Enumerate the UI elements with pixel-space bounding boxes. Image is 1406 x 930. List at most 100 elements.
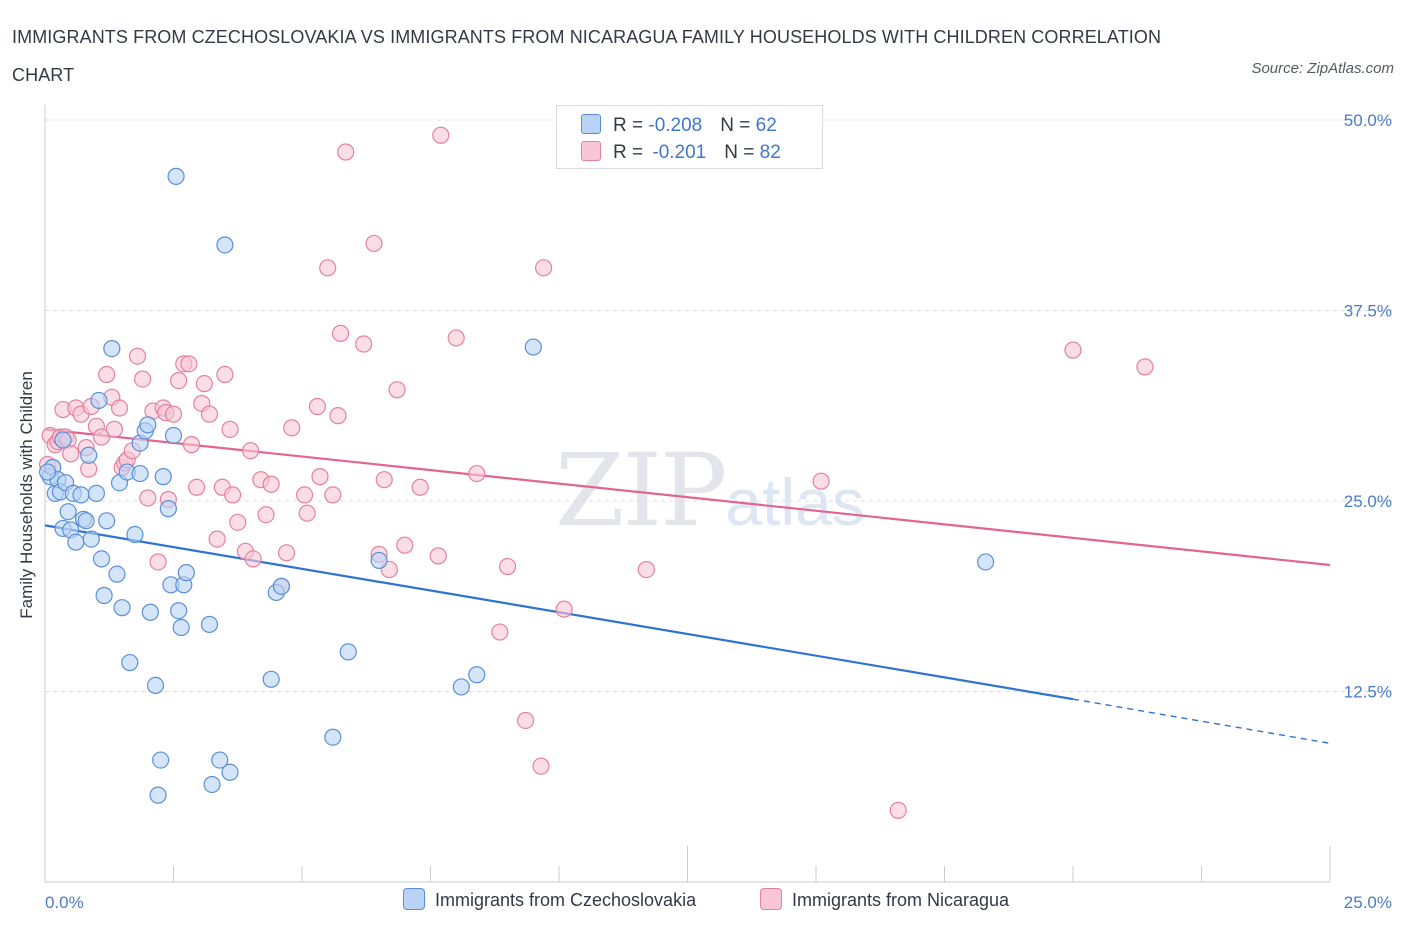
point-nicaragua [180,355,198,373]
point-nicaragua [411,478,429,496]
chart-title: IMMIGRANTS FROM CZECHOSLOVAKIA VS IMMIGR… [12,27,1162,85]
point-nicaragua [62,445,80,463]
r-label: R = [613,115,649,136]
point-czechoslovakia [211,751,229,769]
point-nicaragua [134,370,152,388]
legend-item-nicaragua[interactable]: Immigrants from Nicaragua [760,888,1009,911]
legend-label-nicaragua: Immigrants from Nicaragua [792,890,1010,910]
point-nicaragua [298,504,316,522]
point-czechoslovakia [103,340,121,358]
point-nicaragua [149,553,167,571]
point-czechoslovakia [468,666,486,684]
x-tick-label: 0.0% [45,893,84,912]
point-czechoslovakia [272,577,291,595]
point-nicaragua [889,801,907,819]
point-czechoslovakia [139,416,157,434]
legend-swatch-czechoslovakia [403,888,425,910]
point-nicaragua [432,126,450,144]
point-czechoslovakia [262,670,280,688]
series-legend: Immigrants from Czechoslovakia Immigrant… [0,888,1406,916]
stats-legend: R = -0.208 N = 62 R = -0.201 N = 82 [556,105,823,169]
point-nicaragua [110,399,129,417]
source-label: Source: ZipAtlas.com [1251,60,1394,77]
point-czechoslovakia [90,391,108,410]
legend-item-czechoslovakia[interactable]: Immigrants from Czechoslovakia [403,888,696,911]
point-nicaragua [491,623,509,641]
legend-swatch-nicaragua [760,888,782,910]
point-czechoslovakia [59,503,77,521]
trend-line-czechoslovakia-extension [1072,698,1331,745]
point-nicaragua [139,489,157,507]
point-nicaragua [262,475,280,493]
point-nicaragua [244,550,262,568]
point-nicaragua [532,757,550,775]
point-nicaragua [295,486,314,504]
point-czechoslovakia [92,550,111,568]
point-czechoslovakia [200,615,219,634]
point-czechoslovakia [82,530,100,548]
point-nicaragua [375,471,393,489]
stats-row-nicaragua: R = -0.201 N = 82 [581,141,781,167]
swatch-czechoslovakia [581,114,601,134]
axes [44,105,1331,883]
watermark-atlas: atlas [725,465,865,539]
point-nicaragua [308,397,327,416]
point-nicaragua [242,442,260,460]
point-nicaragua [1064,341,1082,359]
points-czechoslovakia [38,167,995,804]
point-czechoslovakia [172,618,190,637]
point-nicaragua [170,372,188,390]
point-nicaragua [277,544,296,562]
legend-label-czechoslovakia: Immigrants from Czechoslovakia [435,890,697,910]
point-czechoslovakia [159,500,177,518]
x-tick-label: 25.0% [1344,893,1392,912]
point-nicaragua [200,405,219,423]
point-nicaragua [182,436,201,454]
point-czechoslovakia [67,533,85,551]
point-czechoslovakia [141,603,159,621]
stats-row-czechoslovakia: R = -0.208 N = 62 [581,114,777,140]
point-czechoslovakia [121,653,139,672]
point-czechoslovakia [221,763,239,781]
point-nicaragua [224,486,242,504]
point-nicaragua [1136,358,1154,376]
point-czechoslovakia [80,446,98,464]
point-nicaragua [319,259,337,277]
point-czechoslovakia [72,486,90,504]
point-nicaragua [534,259,553,277]
point-nicaragua [355,335,373,353]
point-nicaragua [195,375,213,393]
swatch-nicaragua [581,141,601,161]
point-czechoslovakia [95,586,113,605]
point-nicaragua [311,468,329,486]
point-nicaragua [105,420,123,438]
point-czechoslovakia [131,464,149,483]
point-czechoslovakia [203,775,221,794]
point-nicaragua [388,381,406,399]
point-nicaragua [92,428,111,446]
r-value: -0.201 [652,142,707,163]
point-czechoslovakia [77,512,95,530]
y-tick-label: 25.0% [1344,492,1392,511]
point-nicaragua [812,472,830,490]
point-czechoslovakia [152,751,170,769]
point-nicaragua [365,234,383,253]
point-czechoslovakia [177,564,195,582]
point-nicaragua [324,486,342,504]
point-czechoslovakia [524,338,542,356]
point-nicaragua [221,420,239,438]
y-tick-label: 37.5% [1344,302,1392,321]
r-label: R = [613,142,649,163]
watermark-zip: ZIP [555,432,727,549]
point-nicaragua [337,143,355,161]
point-czechoslovakia [977,553,995,571]
point-nicaragua [516,711,535,730]
point-nicaragua [188,478,206,496]
n-label: N = [720,115,756,136]
point-nicaragua [396,536,414,554]
point-czechoslovakia [216,236,234,254]
point-nicaragua [216,365,234,384]
point-nicaragua [164,405,183,423]
tick-labels: 12.5% 25.0% 37.5% 50.0% 0.0% 25.0% [45,111,1392,912]
